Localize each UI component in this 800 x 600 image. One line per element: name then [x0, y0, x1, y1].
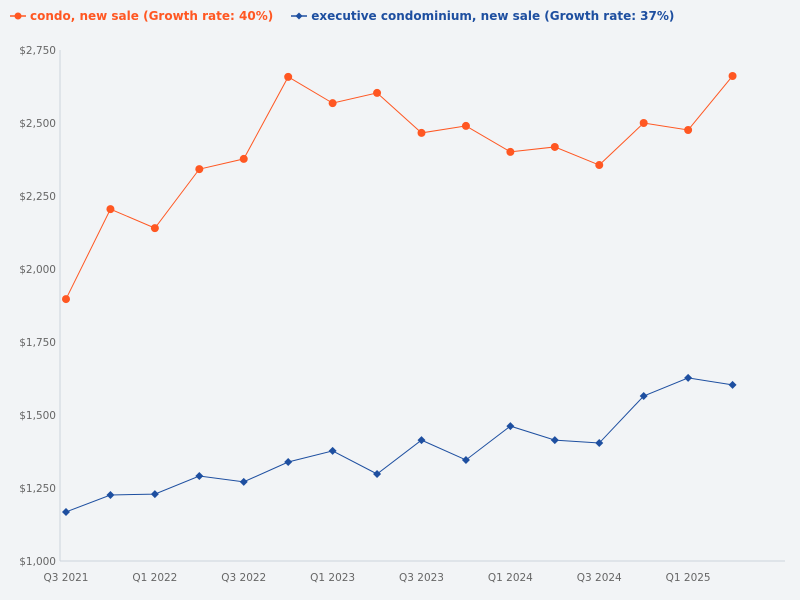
data-point — [550, 436, 559, 445]
data-point — [150, 224, 159, 233]
data-point — [461, 455, 470, 464]
data-point — [728, 380, 737, 389]
data-point — [595, 161, 604, 170]
data-point — [461, 121, 470, 130]
data-point — [639, 392, 648, 401]
data-point — [684, 126, 693, 135]
data-point — [506, 147, 515, 156]
x-tick-label: Q3 2023 — [399, 572, 444, 584]
x-tick-label: Q3 2022 — [221, 572, 266, 584]
legend-item-ec[interactable]: executive condominium, new sale (Growth … — [291, 9, 674, 23]
y-tick-label: $2,250 — [19, 191, 56, 203]
legend-label: condo, new sale (Growth rate: 40%) — [30, 9, 274, 23]
legend: condo, new sale (Growth rate: 40%) execu… — [10, 9, 674, 23]
data-point — [417, 128, 426, 137]
data-point — [373, 469, 382, 478]
x-tick-label: Q1 2025 — [666, 572, 711, 584]
data-point — [728, 71, 737, 80]
series-line-1 — [65, 377, 733, 513]
data-point — [328, 99, 337, 108]
data-point — [595, 439, 604, 448]
data-point — [284, 72, 293, 81]
y-tick-label: $1,750 — [19, 337, 56, 349]
y-tick-label: $1,000 — [19, 556, 56, 568]
legend-item-condo[interactable]: condo, new sale (Growth rate: 40%) — [10, 9, 273, 23]
x-tick-label: Q3 2021 — [43, 572, 88, 584]
data-point — [684, 373, 693, 382]
data-point — [506, 422, 515, 431]
x-tick-label: Q3 2024 — [577, 572, 622, 584]
x-tick-label: Q1 2023 — [310, 572, 355, 584]
diamond-marker-icon — [291, 12, 308, 20]
legend-label: executive condominium, new sale (Growth … — [311, 9, 675, 23]
data-point — [62, 507, 70, 516]
data-point — [62, 295, 70, 304]
x-tick-label: Q1 2022 — [132, 572, 177, 584]
y-tick-label: $2,000 — [19, 264, 56, 276]
y-tick-label: $2,750 — [19, 45, 56, 57]
data-point — [239, 154, 248, 163]
data-point — [239, 477, 248, 486]
data-point — [284, 458, 293, 467]
data-point — [550, 142, 559, 151]
series-line-0 — [65, 75, 733, 300]
y-tick-label: $1,500 — [19, 410, 56, 422]
x-tick-label: Q1 2024 — [488, 572, 533, 584]
y-tick-label: $1,250 — [19, 483, 56, 495]
data-point — [150, 490, 159, 499]
data-point — [106, 491, 115, 500]
data-point — [639, 119, 648, 127]
data-point — [106, 205, 115, 214]
y-tick-label: $2,500 — [19, 118, 56, 130]
data-point — [417, 436, 426, 445]
data-point — [195, 165, 204, 174]
data-point — [195, 472, 204, 481]
circle-marker-icon — [10, 12, 26, 20]
data-point — [328, 446, 337, 455]
data-point — [373, 88, 382, 97]
